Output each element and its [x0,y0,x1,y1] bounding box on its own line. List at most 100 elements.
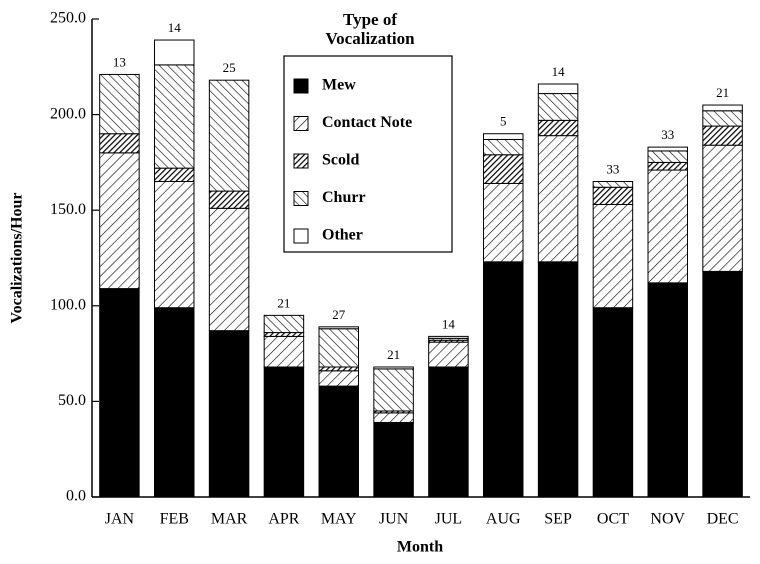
bar-segment [647,169,688,284]
bar-segment [428,341,469,368]
annotation: 14 [168,20,182,35]
bar-segment [373,368,414,412]
bar-segment [373,421,414,498]
annotation: 33 [661,127,674,142]
bar-segment [537,119,579,137]
legend-label: Scold [322,152,359,169]
annotation: 14 [442,316,456,331]
bar-segment [318,326,359,330]
bar-segment [483,154,524,184]
legend-label: Churr [322,189,366,206]
bar-segment [592,186,634,205]
annotation: 25 [223,60,236,75]
annotation: 21 [387,347,400,362]
bar-segment [702,125,743,146]
y-tick-label: 250.0 [50,10,86,27]
x-tick-label: FEB [160,511,189,528]
bar-segment [592,307,634,498]
x-tick-label: OCT [597,511,629,528]
bar-segment [483,133,524,140]
annotation: 5 [500,114,507,129]
bar-segment [702,110,743,127]
bar-segment [537,93,579,121]
bar-segment [483,261,524,498]
x-tick-label: MAR [211,511,248,528]
bar-segment [702,144,743,272]
x-tick-label: JUL [435,511,463,528]
legend-box [283,55,453,253]
bar-segment [537,135,579,263]
legend-title: Type of Vocalization [325,10,415,48]
bar-segment [318,370,359,387]
bar-segment [592,181,634,188]
x-tick-label: AUG [486,511,521,528]
annotation: 14 [552,64,566,79]
bar-segment [154,307,195,498]
bar-segment [647,161,688,171]
bar-segment [428,366,469,498]
legend-label: Other [322,227,363,244]
y-tick-label: 50.0 [58,392,86,409]
x-tick-label: JAN [105,511,135,528]
annotation: 21 [716,85,729,100]
y-tick-label: 200.0 [50,105,86,122]
x-tick-label: DEC [707,511,739,528]
bar-segment [647,146,688,152]
bar-segment [592,203,634,309]
bar-segment [154,64,195,169]
y-axis-label: Vocalizations/Hour [9,193,26,324]
bar-segment [318,328,359,368]
y-tick-label: 100.0 [50,296,86,313]
legend-swatch [293,116,309,131]
legend-swatch [293,228,309,244]
bar-segment [99,73,140,135]
bar-segment [537,261,579,498]
x-tick-label: MAY [321,511,357,528]
x-tick-label: SEP [544,511,572,528]
bar-segment [318,385,359,498]
bar-segment [99,133,140,154]
y-tick-label: 0.0 [66,488,86,505]
x-tick-label: JUN [379,511,409,528]
bar-segment [208,79,250,192]
legend-label: Mew [322,77,356,94]
bar-segment [647,282,688,498]
bar-segment [373,366,414,370]
annotation: 27 [332,307,346,322]
bar-segment [647,150,688,163]
x-tick-label: APR [268,511,299,528]
bar-segment [154,39,195,66]
bar-segment [263,332,305,337]
bar-segment [208,190,250,209]
bar-segment [208,330,250,498]
bar-segment [537,83,579,95]
bar-segment [154,167,195,183]
axes [91,19,750,498]
legend-swatch [293,153,309,169]
y-tick-label: 150.0 [50,201,86,218]
bar-segment [428,335,469,339]
bar-segment [263,314,305,334]
x-tick-label: NOV [650,511,685,528]
bar-segment [483,138,524,156]
annotation: 13 [113,54,126,69]
bar-segment [154,181,195,309]
bar-segment [702,270,743,498]
legend-swatch [293,191,309,206]
bar-segment [702,104,743,112]
annotation: 33 [606,162,619,177]
bar-segment [208,207,250,332]
bar-segment [318,366,359,372]
legend-swatch [293,78,309,94]
bar-segment [373,412,414,423]
bar-segment [99,288,140,498]
bar-segment [263,335,305,368]
legend-label: Contact Note [322,114,412,131]
bar-segment [483,182,524,263]
bar-segment [263,366,305,498]
x-axis-label: Month [397,539,443,556]
bar-segment [99,152,140,290]
annotation: 21 [277,295,290,310]
